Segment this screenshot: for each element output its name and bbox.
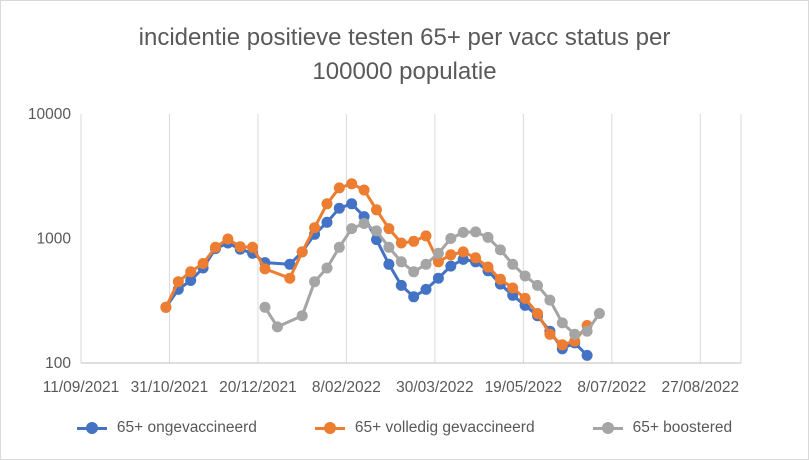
- x-tick-label: 8/02/2022: [312, 379, 381, 396]
- data-point: [532, 279, 543, 291]
- data-point: [395, 237, 407, 249]
- series-line-0: [164, 202, 589, 357]
- data-point: [309, 276, 321, 288]
- chart-title-line-2: 100000 populatie: [312, 58, 497, 85]
- data-point: [445, 233, 457, 244]
- data-point: [271, 321, 283, 333]
- data-point: [408, 235, 420, 247]
- data-point: [321, 262, 333, 274]
- data-point: [432, 256, 444, 268]
- data-point: [383, 258, 395, 270]
- legend-label-volledig-gevaccineerd: 65+ volledig gevaccineerd: [354, 419, 535, 436]
- data-point: [259, 263, 271, 275]
- y-tick-label: 10000: [28, 106, 71, 123]
- data-point: [371, 204, 382, 216]
- data-point: [408, 266, 420, 278]
- data-point: [395, 279, 407, 291]
- data-point: [432, 247, 444, 259]
- data-point: [420, 230, 432, 242]
- legend-marker-volledig-gevaccineerd: [314, 421, 345, 435]
- data-point: [296, 246, 308, 258]
- legend-item-boostered: 65+ boostered: [592, 419, 733, 437]
- data-point: [210, 241, 221, 253]
- data-point: [160, 301, 172, 313]
- data-point: [470, 226, 482, 238]
- data-point: [556, 317, 568, 329]
- data-point: [234, 241, 246, 253]
- data-point: [346, 223, 358, 235]
- x-tick-label: 19/05/2022: [485, 379, 563, 396]
- y-tick-label: 1000: [37, 231, 72, 248]
- data-point: [247, 241, 259, 253]
- data-point: [457, 246, 469, 258]
- data-point: [296, 310, 308, 322]
- x-tick-label: 8/07/2022: [577, 379, 646, 396]
- data-point: [556, 339, 568, 351]
- legend-item-volledig-gevaccineerd: 65+ volledig gevaccineerd: [314, 419, 535, 437]
- x-tick-label: 27/08/2022: [662, 379, 740, 396]
- data-point: [420, 258, 432, 270]
- x-tick-label: 11/09/2021: [43, 379, 119, 396]
- chart-title-line-1: incidentie positieve testen 65+ per vacc…: [138, 24, 671, 51]
- data-point: [581, 349, 593, 361]
- data-point: [482, 231, 494, 243]
- data-point: [383, 223, 395, 235]
- data-point: [321, 198, 333, 210]
- data-point: [593, 308, 605, 319]
- data-point: [544, 294, 556, 306]
- data-point: [519, 270, 531, 282]
- data-point: [358, 218, 370, 229]
- data-point: [333, 202, 345, 214]
- data-point: [358, 184, 370, 196]
- data-point: [346, 198, 358, 210]
- data-point: [482, 261, 494, 273]
- data-point: [408, 291, 420, 303]
- data-point: [519, 292, 531, 304]
- data-point: [284, 272, 296, 284]
- data-point: [395, 256, 407, 268]
- legend-label-ongevaccineerd: 65+ ongevaccineerd: [116, 419, 257, 436]
- data-point: [284, 258, 296, 270]
- data-point: [321, 216, 333, 228]
- legend-label-boostered: 65+ boostered: [632, 419, 733, 436]
- data-point: [259, 301, 271, 313]
- data-point: [470, 252, 482, 264]
- data-point: [507, 282, 519, 294]
- data-point: [309, 222, 321, 234]
- data-point: [494, 273, 506, 285]
- y-tick-label: 100: [45, 355, 71, 372]
- data-point: [172, 276, 184, 288]
- x-tick-label: 30/03/2022: [396, 379, 474, 396]
- chart-legend: 65+ ongevaccineerd 65+ volledig gevaccin…: [1, 419, 808, 437]
- data-point: [445, 249, 457, 261]
- legend-item-ongevaccineerd: 65+ ongevaccineerd: [76, 419, 257, 437]
- data-point: [333, 182, 345, 194]
- data-point: [432, 272, 444, 284]
- data-point: [445, 260, 457, 272]
- data-point: [383, 241, 395, 253]
- data-point: [371, 225, 382, 237]
- data-point: [420, 283, 432, 295]
- data-point: [507, 258, 519, 270]
- data-point: [494, 244, 506, 256]
- chart-title: incidentie positieve testen 65+ per vacc…: [1, 21, 808, 89]
- data-point: [185, 266, 197, 278]
- data-point: [569, 328, 581, 340]
- legend-marker-ongevaccineerd: [76, 421, 107, 435]
- data-point: [457, 226, 469, 238]
- data-point: [544, 328, 556, 340]
- x-tick-label: 31/10/2021: [131, 379, 209, 396]
- data-point: [532, 308, 543, 319]
- data-point: [197, 258, 209, 269]
- data-point: [333, 241, 345, 253]
- data-point: [346, 178, 358, 190]
- legend-marker-boostered: [592, 421, 623, 435]
- series-line-1: [164, 182, 589, 347]
- data-point: [185, 275, 197, 286]
- data-point: [581, 325, 593, 337]
- data-point: [222, 233, 234, 245]
- x-tick-label: 20/12/2021: [219, 379, 297, 396]
